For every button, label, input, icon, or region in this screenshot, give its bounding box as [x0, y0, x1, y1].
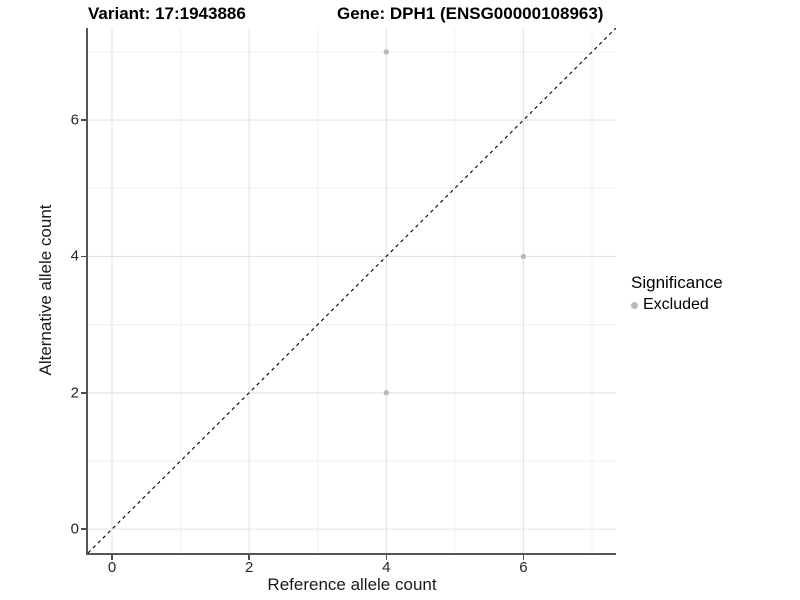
y-tick-label: 6 [70, 111, 79, 129]
x-tick-label: 2 [244, 559, 254, 576]
x-tick-label: 6 [519, 559, 528, 576]
y-tick-label: 4 [70, 247, 79, 265]
plot-canvas [88, 28, 616, 553]
y-tick-mark [81, 528, 86, 530]
x-axis-title: Reference allele count [267, 575, 437, 594]
plot-panel [86, 28, 616, 555]
excluded-point-icon [631, 301, 638, 309]
data-point [520, 253, 527, 260]
x-tick-mark [522, 555, 525, 560]
y-tick-mark [81, 255, 86, 258]
data-point [383, 390, 389, 396]
legend-item-label: Excluded [643, 296, 709, 313]
variant-title: Variant: 17:1943886 [88, 4, 246, 23]
identity-reference-line [88, 28, 616, 553]
legend-title: Significance [631, 273, 723, 292]
x-tick-mark [385, 555, 388, 560]
x-tick-label: 4 [382, 559, 391, 576]
x-tick-mark [248, 555, 250, 560]
legend-item-excluded: Excluded [631, 296, 723, 314]
y-tick-mark [81, 392, 86, 394]
x-tick-mark [111, 555, 113, 560]
y-tick-label: 2 [70, 384, 79, 402]
gene-title: Gene: DPH1 (ENSG00000108963) [337, 4, 604, 23]
y-axis-title: Alternative allele count [36, 204, 55, 376]
y-tick-label: 0 [70, 520, 79, 538]
y-tick-mark [81, 119, 86, 121]
x-tick-label: 0 [107, 559, 117, 576]
data-point [383, 49, 389, 55]
legend: Significance Excluded [631, 273, 723, 314]
